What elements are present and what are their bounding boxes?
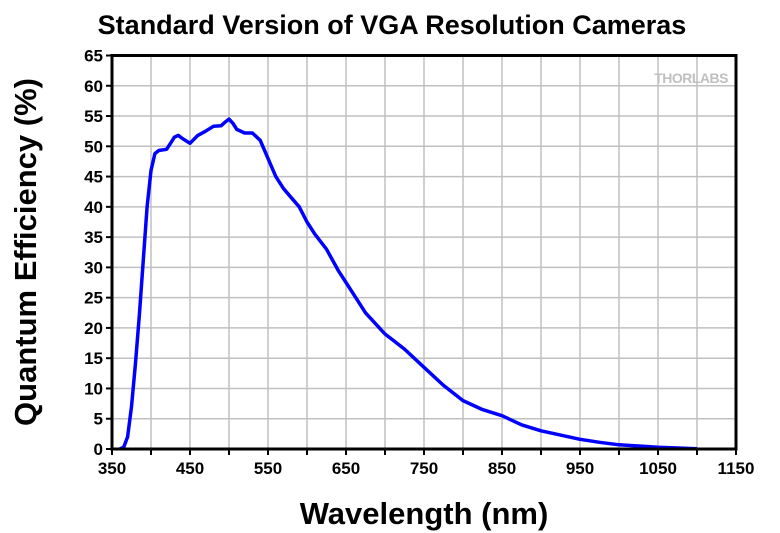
x-tick-label: 750 [410,459,438,478]
y-tick-label: 10 [84,379,103,398]
x-tick-label: 650 [332,459,360,478]
y-tick-label: 30 [84,258,103,277]
y-tick-label: 50 [84,137,103,156]
x-tick-label: 450 [176,459,204,478]
y-tick-label: 15 [84,349,103,368]
y-tick-label: 65 [84,47,103,66]
y-axis-label: Quantum Efficiency (%) [8,78,43,426]
y-tick-label: 45 [84,168,103,187]
qe-series-line [119,117,698,451]
y-tick-label: 25 [84,289,103,308]
grid [112,55,736,449]
thorlabs-watermark: THORLABS [654,70,728,86]
y-tick-label: 35 [84,228,103,247]
y-tick-label: 60 [84,77,103,96]
x-tick-label: 550 [254,459,282,478]
y-tick-label: 40 [84,198,103,217]
y-tick-label: 20 [84,319,103,338]
x-tick-label: 1050 [639,459,677,478]
chart-title: Standard Version of VGA Resolution Camer… [98,10,687,40]
x-tick-label: 950 [566,459,594,478]
y-tick-label: 0 [94,440,103,459]
x-tick-label: 1150 [718,459,755,478]
x-tick-label: 850 [488,459,516,478]
y-tick-label: 55 [84,107,103,126]
x-axis-label: Wavelength (nm) [300,496,549,531]
ticks: 0 5 10 15 20 25 30 35 40 45 50 55 60 65 350 450 550 650 75… [84,47,754,479]
y-tick-label: 5 [94,410,103,429]
x-tick-label: 350 [98,459,126,478]
plot-frame [110,54,738,451]
